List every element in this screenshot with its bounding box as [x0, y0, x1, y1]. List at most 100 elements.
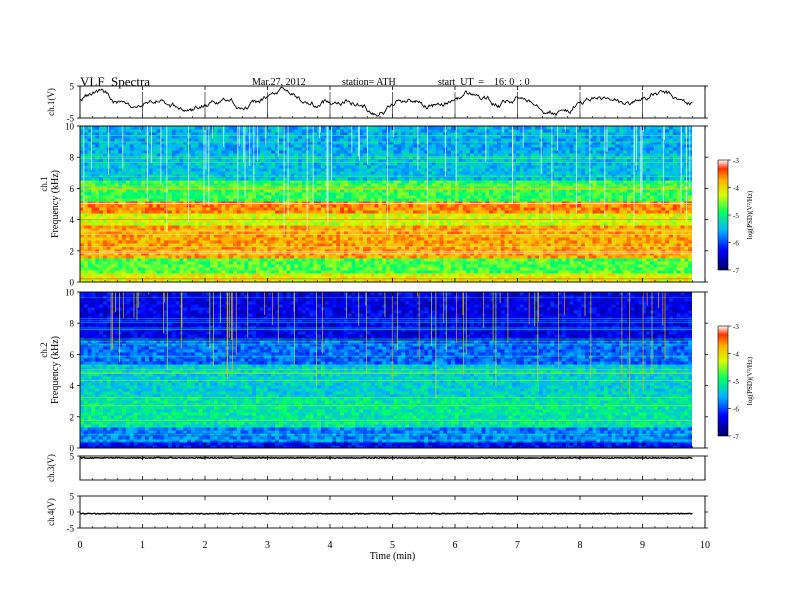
ch1-spectrogram-cell	[642, 246, 647, 250]
ch1-spectrogram-cell	[634, 228, 639, 232]
ch1-spectrogram-cell	[661, 273, 666, 277]
ch1-spectrogram-cell	[431, 237, 437, 241]
ch1-spectrogram-cell	[500, 225, 506, 229]
ch1-spectrogram-cell	[320, 249, 326, 253]
ch1-spectrogram-cell	[535, 219, 540, 223]
ch1-spectrogram-cell	[489, 201, 494, 205]
ch1-spectrogram-cell	[99, 216, 104, 220]
ch1-spectrogram-cell	[263, 204, 268, 208]
ch1-spectrogram-cell	[588, 198, 594, 202]
ch1-spectrogram-cell	[99, 234, 104, 238]
ch1-spectrogram-cell	[680, 222, 685, 226]
ch1-spectrogram-cell	[405, 279, 410, 283]
ch1-spectrogram-cell	[539, 225, 544, 229]
ch1-spectrogram-cell	[80, 276, 85, 280]
ch1-spectrogram-cell	[309, 213, 314, 217]
ch1-spectrogram-cell	[125, 195, 131, 199]
ch1-spectrogram-cell	[278, 246, 284, 250]
ch1-spectrogram-cell	[286, 264, 291, 268]
ch1-spectrogram-cell	[542, 219, 548, 223]
ch1-spectrogram-cell	[156, 195, 161, 199]
ch1-spectrogram-cell	[489, 237, 494, 241]
ch1-spectrogram-cell	[125, 240, 131, 244]
ch1-spectrogram-cell	[611, 246, 617, 250]
ch1-spectrogram-cell	[454, 219, 460, 223]
ch1-spectrogram-cell	[167, 216, 173, 220]
ch1-spectrogram-cell	[462, 189, 467, 193]
ch1-spectrogram-cell	[439, 201, 444, 205]
ch1-spectrogram-cell	[282, 273, 288, 277]
ch1-spectrogram-cell	[653, 204, 659, 208]
ch1-spectrogram-cell	[546, 252, 551, 256]
ch1-spectrogram-cell	[623, 264, 628, 268]
ch1-spectrogram-cell	[343, 270, 349, 274]
ch1-spectrogram-cell	[252, 252, 257, 256]
ch1-spectrogram-cell	[91, 261, 96, 265]
ch1-spectrogram-cell	[309, 255, 314, 259]
ch1-spectrogram-cell	[217, 252, 223, 256]
ch1-spectrogram-cell	[684, 234, 689, 238]
ch1-spectrogram-cell	[473, 225, 479, 229]
ch1-spectrogram-cell	[577, 261, 582, 265]
ch1-spectrogram-cell	[431, 240, 437, 244]
ch1-spectrogram-cell	[466, 195, 471, 199]
ch1-spectrogram-cell	[573, 222, 578, 226]
ch1-spectrogram-cell	[596, 234, 601, 238]
ch1-spectrogram-cell	[416, 264, 421, 268]
ch1-spectrogram-cell	[535, 273, 540, 277]
ch1-spectrogram-cell	[516, 279, 521, 283]
ch1-spectrogram-cell	[523, 252, 529, 256]
ch1-spectrogram-cell	[489, 231, 494, 235]
ch1-spectrogram-cell	[294, 273, 299, 277]
ch1-spectrogram-cell	[324, 237, 330, 241]
ch1-spectrogram-cell	[114, 249, 119, 253]
ch1-spectrogram-cell	[179, 234, 184, 238]
ch1-spectrogram-cell	[328, 219, 333, 223]
ch1-spectrogram-cell	[225, 192, 230, 196]
ch1-spectrogram-cell	[114, 198, 119, 202]
ch1-spectrogram-cell	[680, 210, 685, 214]
ch1-spectrogram-cell	[355, 204, 360, 208]
ch1-spectrogram-cell	[493, 234, 498, 238]
ch1-spectrogram-cell	[294, 279, 299, 283]
ch1-spectrogram-cell	[623, 219, 628, 223]
ch1-spectrogram-cell	[405, 231, 410, 235]
ch1-spectrogram-cell	[535, 231, 540, 235]
ch1-spectrogram-cell	[428, 198, 433, 202]
ch1-spectrogram-cell	[106, 237, 112, 241]
ch1-spectrogram-cell	[129, 270, 135, 274]
ch1-spectrogram-cell	[183, 231, 188, 235]
ch1-spectrogram-cell	[504, 213, 509, 217]
ch1-spectrogram-cell	[244, 222, 249, 226]
ch1-spectrogram-cell	[190, 267, 196, 271]
ch1-spectrogram-cell	[255, 279, 261, 283]
ch1-spectrogram-cell	[382, 219, 387, 223]
ch1-spectrogram-cell	[378, 240, 383, 244]
ch1-spectrogram-cell	[313, 219, 318, 223]
ch1-spectrogram-cell	[412, 252, 418, 256]
ch1-spectrogram-cell	[148, 225, 154, 229]
ch1-spectrogram-cell	[305, 219, 311, 223]
ch1-spectrogram-cell	[80, 267, 85, 271]
ch1-spectrogram-cell	[278, 213, 284, 217]
ch1-spectrogram-cell	[600, 216, 605, 220]
ch1-spectrogram-cell	[198, 273, 203, 277]
ch1-spectrogram-cell	[535, 276, 540, 280]
ch1-spectrogram-cell	[489, 228, 494, 232]
ch1-spectrogram-cell	[531, 261, 536, 265]
ch1-spectrogram-cell	[298, 237, 303, 241]
ch1-spectrogram-cell	[317, 189, 322, 193]
ch1-spectrogram-cell	[561, 240, 567, 244]
ch1-spectrogram-cell	[561, 270, 567, 274]
ch1-spectrogram-cell	[110, 234, 115, 238]
ch1-spectrogram-cell	[286, 222, 291, 226]
ch1-spectrogram-cell	[473, 222, 479, 226]
ch1-spectrogram-cell	[504, 261, 509, 265]
ch1-spectrogram-cell	[190, 210, 196, 214]
ch1-spectrogram-cell	[374, 201, 379, 205]
ch1-spectrogram-cell	[206, 204, 211, 208]
ch1-spectrogram-cell	[454, 267, 460, 271]
ch1-spectrogram-cell	[359, 210, 364, 214]
ch1-spectrogram-cell	[531, 246, 536, 250]
ch1-spectrogram-cell	[233, 222, 238, 226]
